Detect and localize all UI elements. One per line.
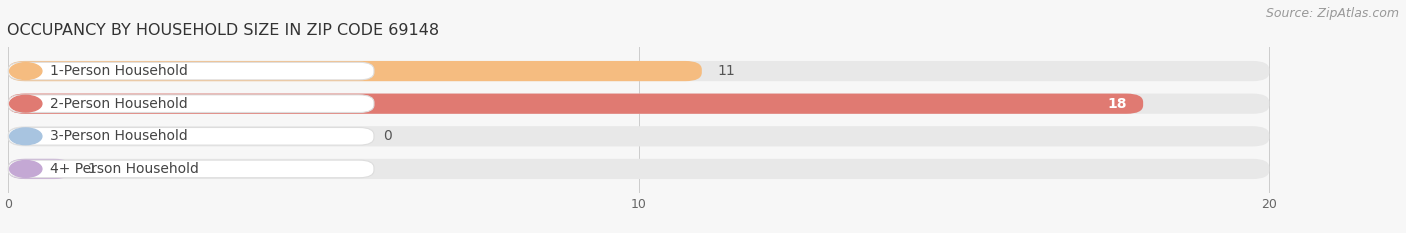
Circle shape bbox=[10, 128, 42, 145]
FancyBboxPatch shape bbox=[8, 94, 1143, 114]
Text: OCCUPANCY BY HOUSEHOLD SIZE IN ZIP CODE 69148: OCCUPANCY BY HOUSEHOLD SIZE IN ZIP CODE … bbox=[7, 24, 439, 38]
FancyBboxPatch shape bbox=[8, 61, 702, 81]
FancyBboxPatch shape bbox=[8, 159, 72, 179]
Circle shape bbox=[10, 95, 42, 112]
FancyBboxPatch shape bbox=[8, 160, 374, 178]
FancyBboxPatch shape bbox=[8, 127, 374, 145]
FancyBboxPatch shape bbox=[8, 62, 374, 80]
FancyBboxPatch shape bbox=[8, 94, 1270, 114]
Text: 18: 18 bbox=[1108, 97, 1128, 111]
Text: 4+ Person Household: 4+ Person Household bbox=[51, 162, 200, 176]
FancyBboxPatch shape bbox=[8, 159, 1270, 179]
Text: 2-Person Household: 2-Person Household bbox=[51, 97, 188, 111]
Text: 1-Person Household: 1-Person Household bbox=[51, 64, 188, 78]
Circle shape bbox=[10, 63, 42, 79]
Text: Source: ZipAtlas.com: Source: ZipAtlas.com bbox=[1265, 7, 1399, 20]
Text: 0: 0 bbox=[384, 129, 392, 143]
Circle shape bbox=[10, 161, 42, 177]
FancyBboxPatch shape bbox=[8, 95, 374, 113]
FancyBboxPatch shape bbox=[8, 61, 1270, 81]
Text: 11: 11 bbox=[717, 64, 735, 78]
FancyBboxPatch shape bbox=[8, 126, 1270, 146]
Text: 1: 1 bbox=[87, 162, 96, 176]
Text: 3-Person Household: 3-Person Household bbox=[51, 129, 188, 143]
